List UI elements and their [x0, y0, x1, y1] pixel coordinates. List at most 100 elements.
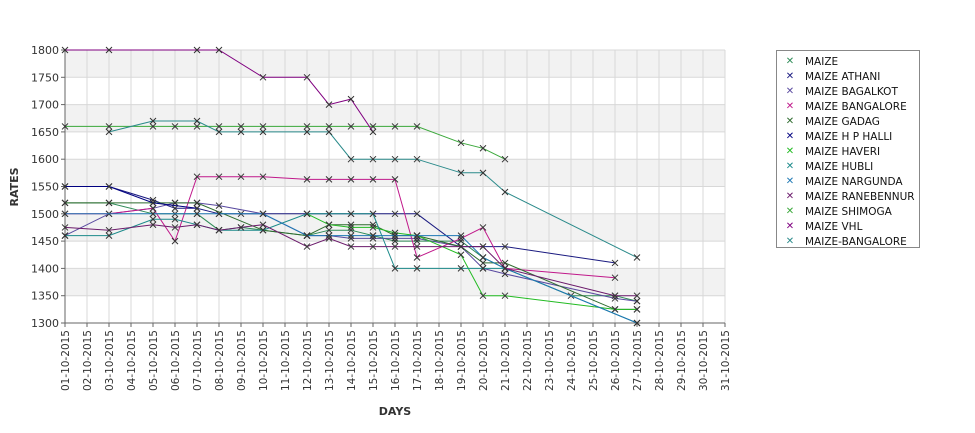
legend-marker-icon: ✕: [785, 86, 795, 97]
x-tick-label: 26-10-2015: [610, 330, 622, 391]
data-point: [347, 210, 355, 218]
y-tick-label: 1600: [31, 153, 59, 166]
data-point: [259, 73, 267, 81]
legend-marker-icon: ✕: [785, 146, 795, 157]
data-point: [237, 123, 245, 130]
data-point: [479, 144, 487, 152]
legend-marker-icon: ✕: [785, 71, 795, 82]
data-point: [171, 123, 179, 130]
x-tick-label: 05-10-2015: [148, 330, 160, 391]
data-point: [391, 237, 399, 245]
data-point: [369, 243, 377, 250]
data-point: [215, 46, 223, 54]
y-tick-label: 1750: [31, 71, 59, 84]
data-point: [193, 221, 201, 229]
series-line: [65, 186, 198, 209]
legend-item: ✕ MAIZE: [783, 54, 838, 69]
data-point: [259, 226, 267, 234]
data-point: [633, 297, 641, 305]
series-maize-bangalore: [105, 117, 641, 261]
legend: ✕ MAIZE ✕ MAIZE ATHANI ✕ MAIZE BAGALKOT ✕ MAIZE…: [776, 50, 920, 248]
data-point: [391, 235, 399, 242]
y-tick-label: 1450: [31, 235, 59, 248]
data-point: [391, 155, 399, 163]
data-point: [259, 128, 267, 136]
y-tick-label: 1500: [31, 208, 59, 221]
data-point: [215, 173, 223, 181]
data-point: [611, 259, 619, 267]
legend-label: MAIZE ATHANI: [805, 70, 881, 83]
data-point: [611, 295, 619, 302]
data-point: [325, 226, 333, 234]
data-point: [149, 204, 157, 212]
legend-marker-icon: ✕: [785, 221, 795, 232]
series-maize-shimoga: [61, 123, 509, 163]
x-tick-label: 21-10-2015: [500, 330, 512, 391]
data-point: [105, 128, 113, 136]
data-point: [237, 128, 245, 136]
legend-label: MAIZE NARGUNDA: [805, 175, 903, 188]
series-maize-ranebennur: [61, 221, 641, 300]
legend-marker-icon: ✕: [785, 206, 795, 217]
data-point: [303, 128, 311, 136]
x-tick-label: 25-10-2015: [588, 330, 600, 391]
data-point: [457, 265, 465, 272]
legend-marker-icon: ✕: [785, 131, 795, 142]
x-axis-label: DAYS: [379, 405, 412, 418]
x-tick-label: 09-10-2015: [236, 330, 248, 391]
data-point: [61, 232, 69, 239]
data-point: [611, 292, 619, 300]
x-tick-label: 14-10-2015: [346, 330, 358, 391]
data-point: [259, 210, 267, 218]
data-point: [369, 232, 377, 239]
data-point: [347, 243, 355, 250]
legend-item: ✕ MAIZE VHL: [783, 219, 863, 234]
legend-item: ✕ MAIZE H P HALLI: [783, 129, 892, 144]
y-axis-label: RATES: [8, 167, 21, 206]
data-point: [105, 226, 113, 234]
data-point: [193, 199, 201, 207]
data-point: [391, 232, 399, 239]
data-point: [171, 215, 179, 223]
x-tick-label: 20-10-2015: [478, 330, 490, 391]
legend-label: MAIZE BANGALORE: [805, 100, 907, 113]
y-tick-label: 1800: [31, 44, 59, 57]
data-point: [369, 176, 377, 183]
legend-label: MAIZE HUBLI: [805, 160, 874, 173]
legend-label: MAIZE GADAG: [805, 115, 880, 128]
data-point: [193, 173, 201, 181]
data-point: [325, 123, 333, 130]
data-point: [149, 210, 157, 218]
data-point: [193, 117, 201, 125]
y-tick-label: 1650: [31, 126, 59, 139]
x-tick-label: 24-10-2015: [566, 330, 578, 391]
data-point: [501, 270, 509, 278]
data-point: [633, 254, 641, 261]
x-tick-label: 04-10-2015: [126, 330, 138, 391]
data-point: [391, 210, 399, 218]
legend-item: ✕ MAIZE HAVERI: [783, 144, 880, 159]
data-point: [149, 221, 157, 229]
series-line: [65, 176, 616, 279]
data-point: [479, 224, 487, 231]
data-point: [237, 173, 245, 181]
x-tick-label: 17-10-2015: [412, 330, 424, 391]
data-point: [391, 123, 399, 130]
legend-item: ✕ MAIZE HUBLI: [783, 159, 873, 174]
x-tick-label: 01-10-2015: [60, 330, 72, 391]
data-point: [457, 235, 465, 242]
legend-item: ✕ MAIZE RANEBENNUR: [783, 189, 915, 204]
data-point: [193, 46, 201, 54]
data-point: [347, 235, 355, 242]
data-point: [215, 210, 223, 218]
data-point: [413, 265, 421, 272]
data-point: [303, 176, 311, 183]
data-point: [303, 243, 311, 250]
data-point: [611, 274, 619, 282]
legend-label: MAIZE SHIMOGA: [805, 205, 892, 218]
data-point: [303, 210, 311, 218]
x-tick-label: 19-10-2015: [456, 330, 468, 391]
x-tick-label: 16-10-2015: [390, 330, 402, 391]
data-point: [259, 173, 267, 181]
